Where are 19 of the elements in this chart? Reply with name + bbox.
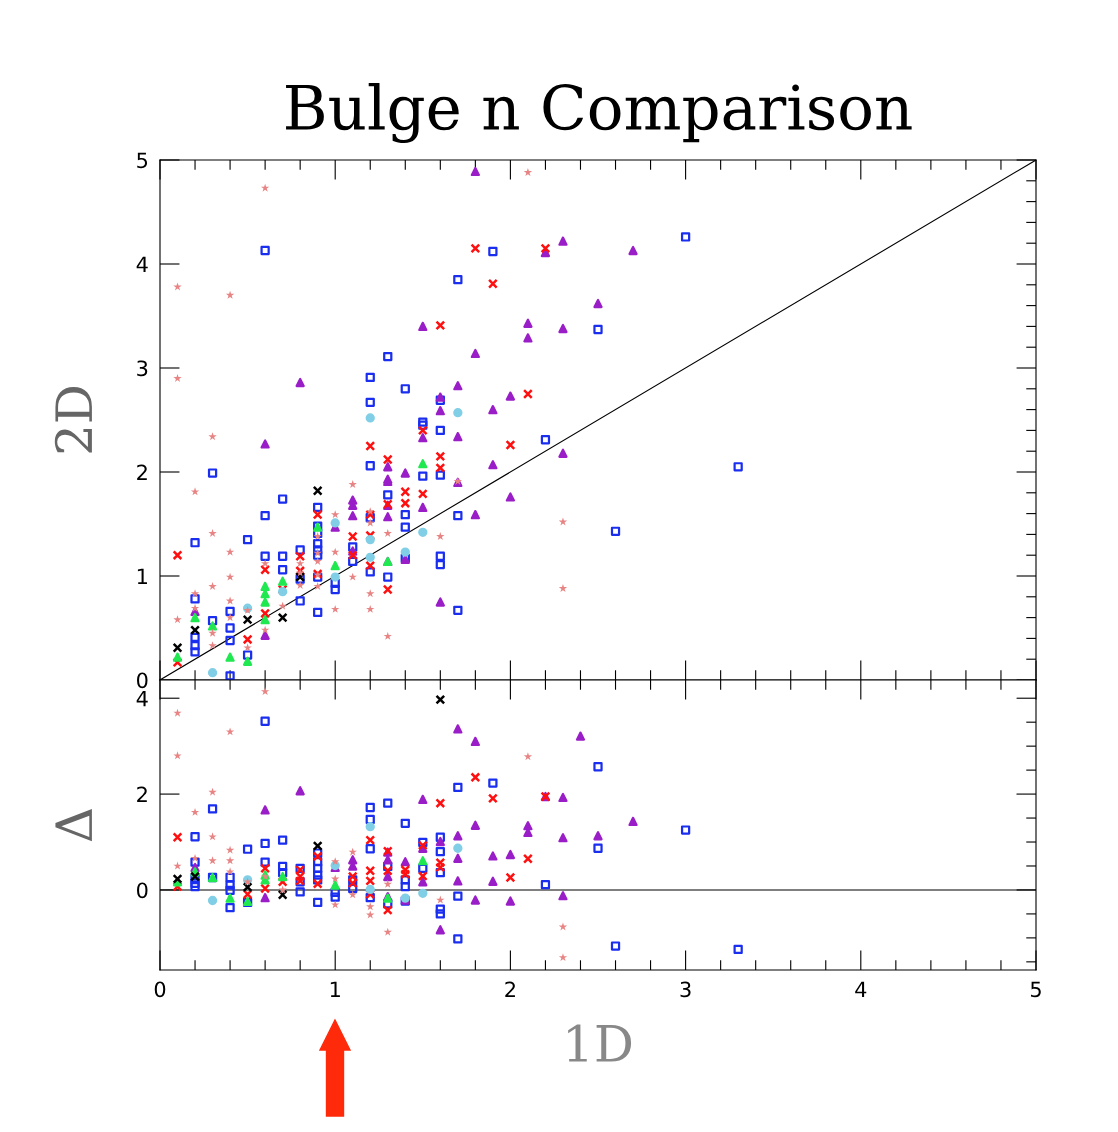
x-tick-label: 1: [330, 981, 340, 997]
y-tick-label: 0: [137, 672, 148, 689]
x-tick-label: 0: [154, 981, 166, 998]
y-tick-label: 4: [136, 690, 148, 707]
y-axis-title: Δ: [55, 809, 92, 842]
x-tick-label: 3: [680, 981, 691, 998]
y-tick-label: 1: [137, 568, 147, 584]
y-tick-label: 4: [136, 256, 148, 272]
y-axis-title: 2D: [54, 386, 92, 453]
x-tick-label: 5: [1030, 981, 1041, 998]
x-axis-title: 1D: [568, 1024, 632, 1062]
y-tick-label: 2: [137, 464, 147, 480]
y-tick-label: 0: [137, 882, 148, 899]
y-tick-label: 2: [137, 786, 147, 802]
y-tick-label: 3: [137, 360, 148, 377]
x-tick-label: 4: [855, 981, 867, 997]
x-tick-label: 2: [505, 981, 515, 997]
y-tick-label: 5: [137, 152, 148, 169]
chart-title: Bulge n Comparison: [286, 83, 912, 144]
